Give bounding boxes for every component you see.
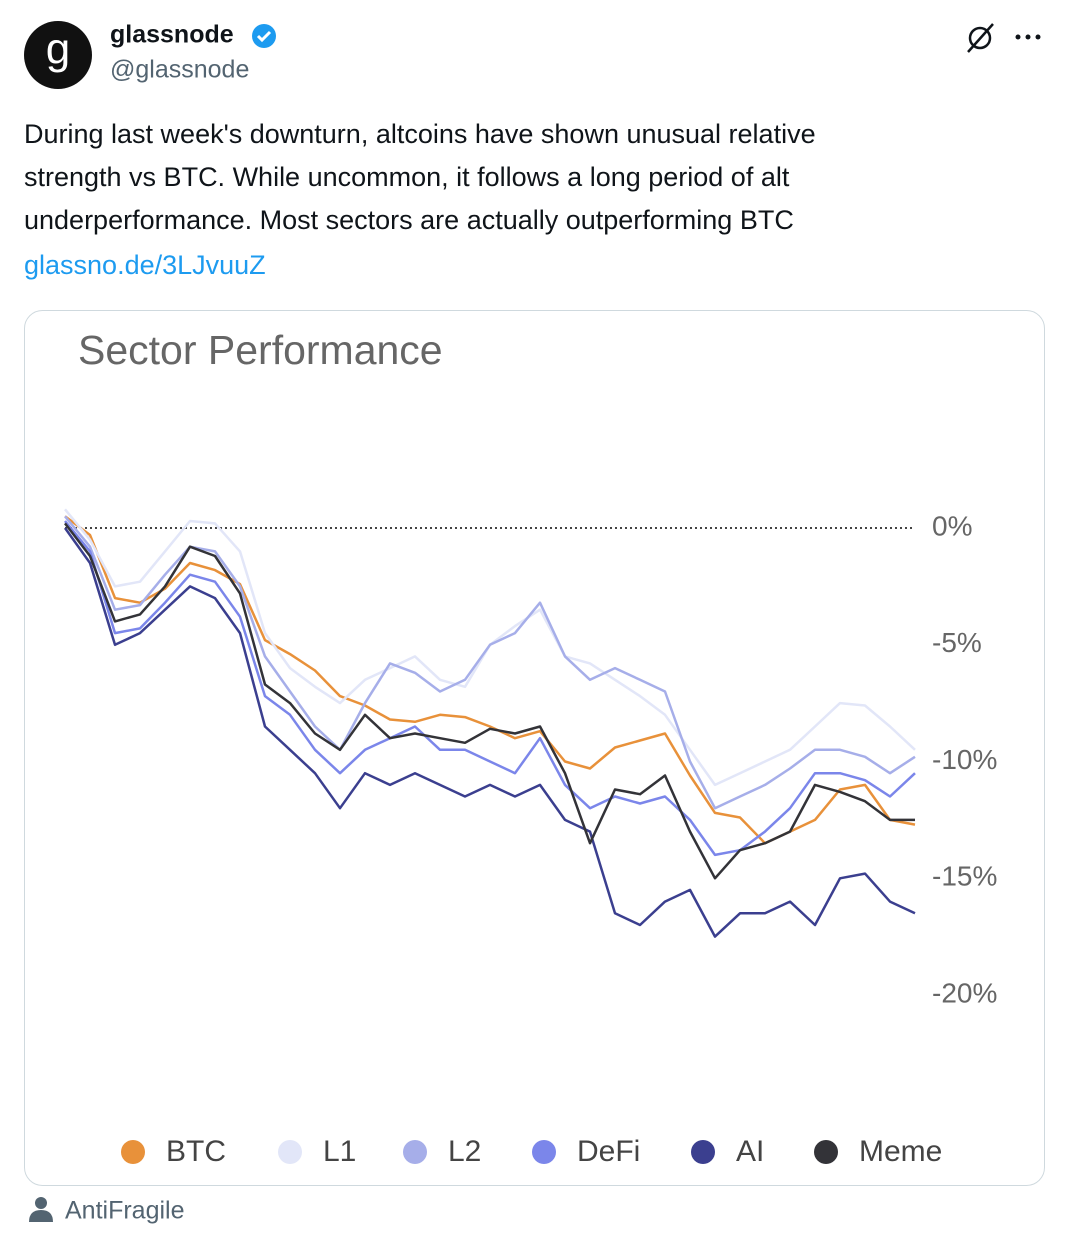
verified-badge bbox=[252, 24, 276, 48]
avatar-letter: g bbox=[46, 25, 70, 74]
avatar[interactable] bbox=[24, 21, 92, 89]
legend-marker bbox=[121, 1140, 145, 1164]
footer-user[interactable]: AntiFragile bbox=[65, 1197, 185, 1225]
grok-icon[interactable] bbox=[967, 23, 994, 53]
series-line bbox=[64, 522, 915, 880]
tweet-text-line: strength vs BTC. While uncommon, it foll… bbox=[24, 162, 790, 192]
tweet-text-line: During last week's downturn, altcoins ha… bbox=[24, 119, 816, 149]
legend-marker bbox=[278, 1140, 302, 1164]
legend-marker bbox=[814, 1140, 838, 1164]
y-tick-label: -15% bbox=[932, 861, 997, 892]
tweet-link[interactable]: glassno.de/3LJvuuZ bbox=[24, 250, 266, 280]
legend-label: L1 bbox=[323, 1135, 356, 1168]
user-icon bbox=[29, 1197, 53, 1222]
legend-label: DeFi bbox=[577, 1135, 640, 1168]
tweet-text-line: underperformance. Most sectors are actua… bbox=[24, 205, 794, 235]
author-name[interactable]: glassnode bbox=[110, 21, 234, 49]
series-line bbox=[64, 515, 916, 810]
series-line bbox=[64, 520, 916, 857]
legend-marker bbox=[532, 1140, 556, 1164]
series-line bbox=[63, 527, 916, 938]
chart-title: Sector Performance bbox=[78, 327, 443, 373]
more-icon[interactable] bbox=[1015, 34, 1041, 40]
legend-marker bbox=[691, 1140, 715, 1164]
y-tick-label: -5% bbox=[932, 627, 982, 658]
legend-marker bbox=[403, 1140, 427, 1164]
y-tick-label: -20% bbox=[932, 977, 997, 1008]
y-tick-label: -10% bbox=[932, 744, 997, 775]
legend-label: Meme bbox=[859, 1135, 942, 1168]
legend-label: BTC bbox=[166, 1135, 226, 1168]
y-tick-label: 0% bbox=[932, 510, 972, 541]
legend-label: AI bbox=[736, 1135, 764, 1168]
author-handle[interactable]: @glassnode bbox=[110, 56, 249, 84]
legend-label: L2 bbox=[448, 1135, 481, 1168]
